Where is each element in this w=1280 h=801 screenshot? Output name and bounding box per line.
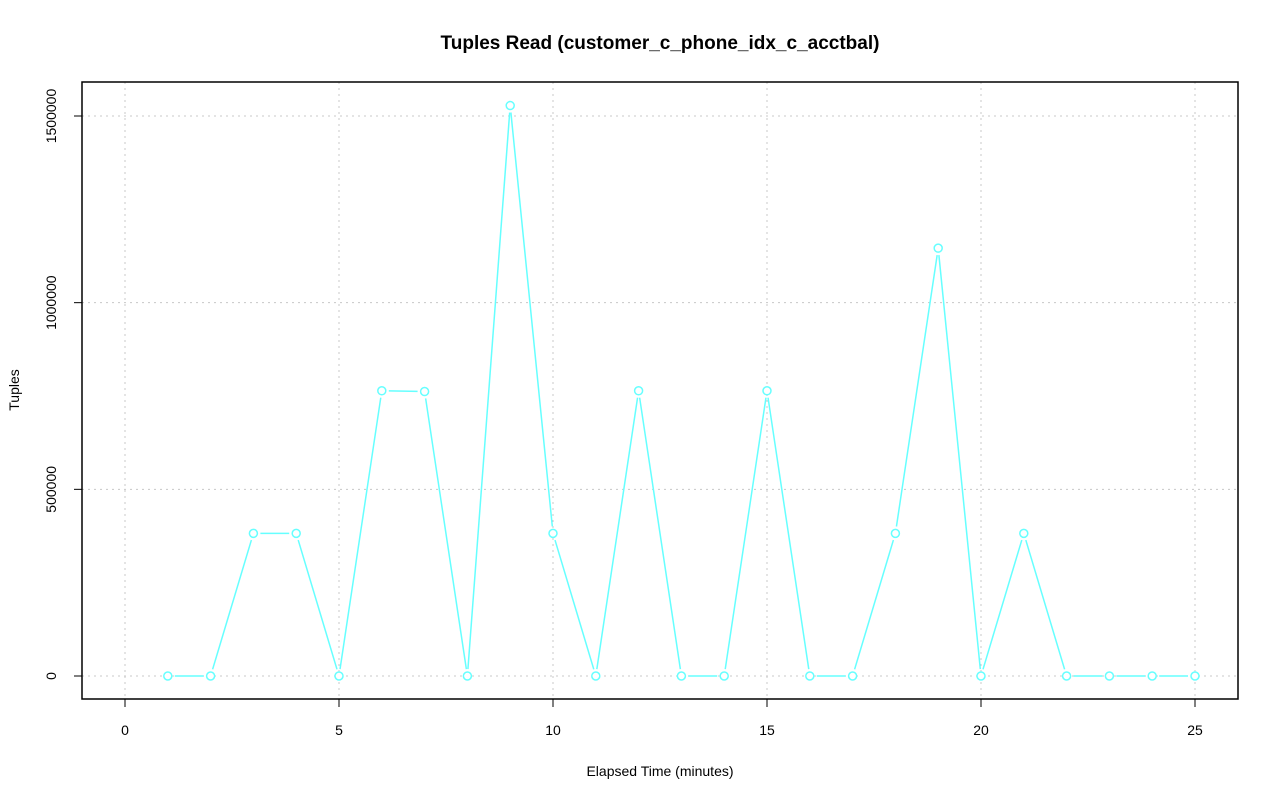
- x-tick-label-2: 10: [545, 722, 561, 738]
- data-point-18: [933, 243, 943, 253]
- data-point-21: [1061, 671, 1072, 681]
- x-tick-label-5: 25: [1187, 722, 1203, 738]
- series-segment-17: [895, 254, 938, 527]
- series-segment-13: [724, 397, 767, 670]
- data-point-12: [676, 671, 687, 681]
- plot-frame: [81, 81, 1239, 700]
- series-segment-7: [467, 112, 511, 670]
- series-segment-8: [510, 112, 554, 527]
- data-point-8: [505, 100, 515, 111]
- series-segment-16: [853, 539, 895, 670]
- data-point-23: [1147, 671, 1157, 681]
- data-point-14: [762, 386, 772, 396]
- data-point-22: [1104, 671, 1115, 681]
- x-tick-label-4: 20: [973, 722, 989, 738]
- x-tick-label-1: 5: [335, 722, 343, 738]
- series-segment-10: [596, 397, 639, 670]
- x-axis: 0 5 10 15 20 25: [121, 699, 1203, 738]
- series-segment-14: [767, 397, 810, 670]
- data-point-20: [1019, 528, 1029, 539]
- data-point-24: [1190, 671, 1200, 681]
- series-layer: [174, 112, 1188, 677]
- y-tick-label-0: 0: [43, 672, 59, 680]
- y-tick-label-3: 1500000: [43, 89, 59, 144]
- series-segment-4: [339, 397, 382, 670]
- y-tick-label-2: 1000000: [43, 275, 59, 330]
- y-axis: 0 500000 1000000 1500000: [43, 89, 82, 680]
- series-segment-3: [297, 539, 338, 670]
- series-segment-5: [388, 390, 418, 393]
- grid: [82, 82, 1238, 699]
- data-point-1: [205, 671, 216, 681]
- data-point-19: [976, 671, 986, 681]
- series-segment-18: [938, 255, 982, 670]
- data-point-3: [291, 528, 301, 539]
- series-segment-11: [638, 397, 682, 670]
- x-axis-label: Elapsed Time (minutes): [586, 763, 733, 779]
- series-segment-19: [982, 539, 1023, 670]
- x-tick-label-3: 15: [759, 722, 775, 738]
- series-segment-20: [1025, 539, 1066, 670]
- data-point-4: [334, 671, 344, 681]
- data-point-7: [462, 671, 473, 681]
- data-point-11: [633, 386, 644, 396]
- data-point-13: [719, 671, 729, 681]
- data-point-16: [847, 671, 858, 681]
- data-point-2: [248, 528, 259, 539]
- series-segment-1: [211, 539, 253, 670]
- y-axis-label: Tuples: [6, 369, 22, 411]
- data-point-6: [419, 386, 430, 397]
- data-point-10: [591, 671, 601, 681]
- x-tick-label-0: 0: [121, 722, 129, 738]
- data-point-0: [163, 671, 173, 681]
- series-segment-9: [554, 539, 595, 670]
- series-segment-6: [424, 398, 468, 670]
- data-point-5: [377, 386, 387, 396]
- points-layer: [163, 100, 1200, 681]
- chart-title: Tuples Read (customer_c_phone_idx_c_acct…: [441, 33, 880, 54]
- data-point-17: [890, 528, 901, 539]
- data-point-15: [805, 671, 815, 681]
- y-tick-label-1: 500000: [43, 466, 59, 513]
- data-point-9: [548, 528, 558, 539]
